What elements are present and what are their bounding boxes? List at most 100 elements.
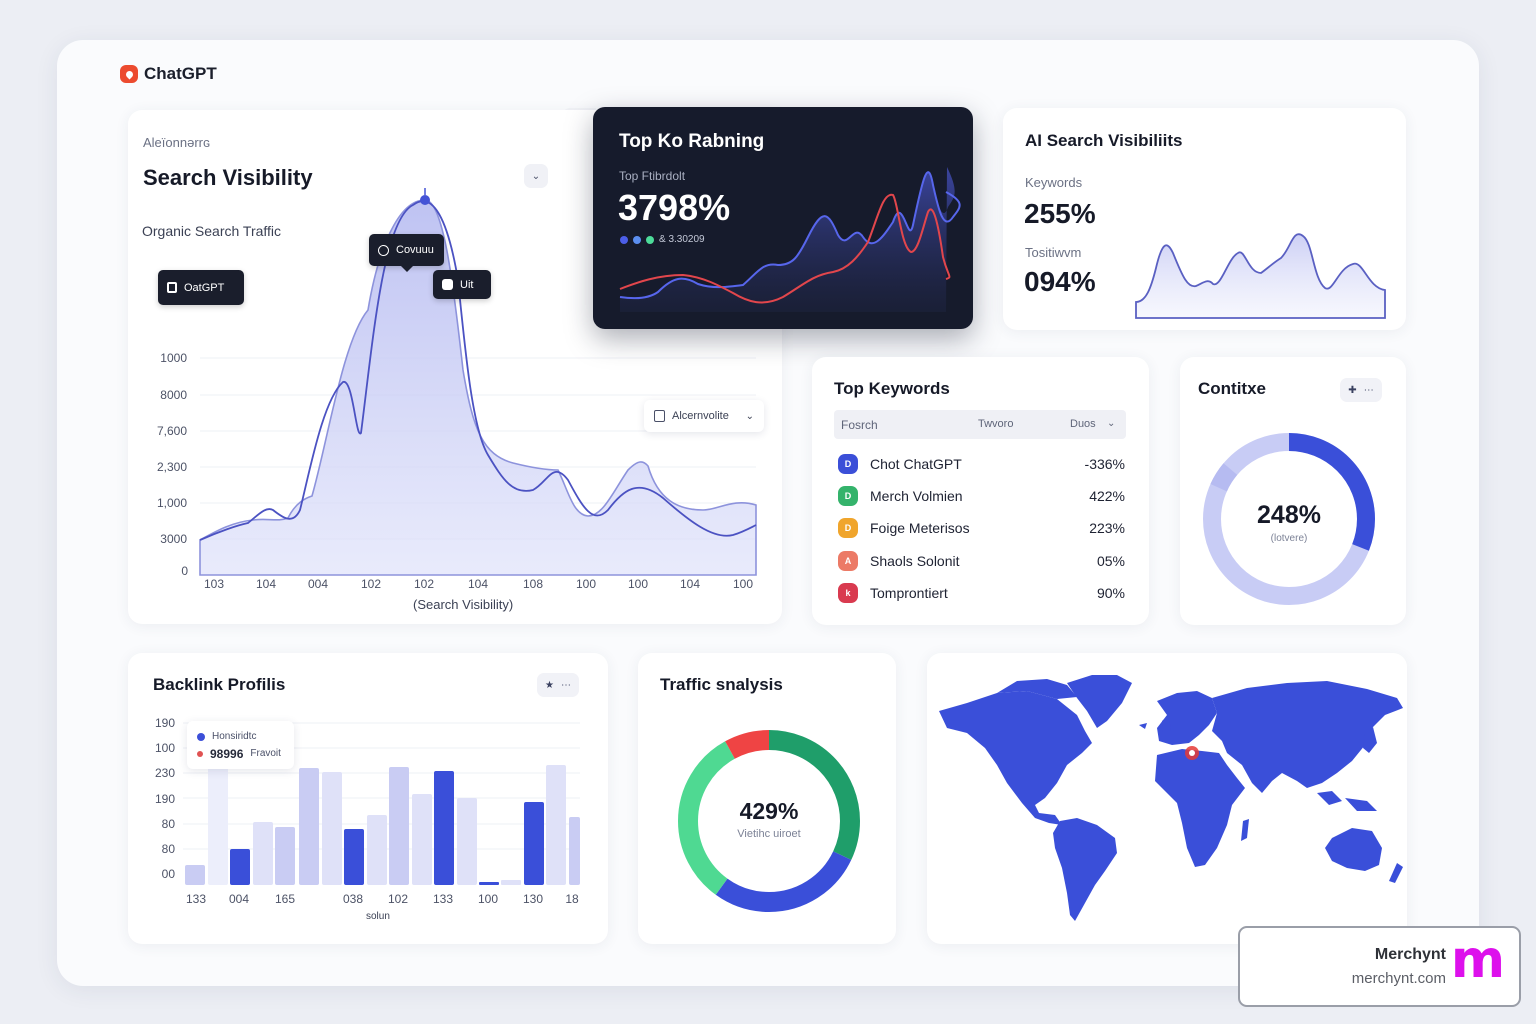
keyword-icon: D bbox=[838, 486, 858, 506]
legend-text: & 3.30209 bbox=[659, 234, 705, 245]
y-tick: 100 bbox=[154, 741, 175, 755]
keyword-icon: D bbox=[838, 454, 858, 474]
metric-label: Tositiwvm bbox=[1025, 245, 1082, 260]
card-actions: ★ ⋯ bbox=[537, 673, 579, 697]
y-tick: 190 bbox=[154, 792, 175, 806]
area-chart bbox=[199, 188, 757, 576]
x-tick: 004 bbox=[307, 577, 329, 591]
tooltip-label: OatGPT bbox=[184, 281, 225, 294]
ranking-value: 3798% bbox=[618, 187, 731, 228]
table-row[interactable]: A Shaols Solonit 05% bbox=[838, 548, 1125, 574]
chart-legend: Honsiridtc 98996 Fravoit bbox=[187, 721, 294, 769]
sparkline-chart bbox=[1135, 233, 1386, 319]
keyword-name: Shaols Solonit bbox=[870, 553, 960, 569]
card-title: AI Search Visibiliits bbox=[1025, 131, 1183, 150]
donut-value: 429% bbox=[739, 798, 799, 824]
keyword-icon: k bbox=[838, 583, 858, 603]
x-tick: 100 bbox=[575, 577, 597, 591]
x-tick: 133 bbox=[432, 892, 454, 906]
series-select[interactable]: Alcernvolite ⌄ bbox=[644, 400, 764, 432]
y-tick: 80 bbox=[161, 817, 175, 831]
donut-center: 429% Vietihc uiroet bbox=[719, 798, 819, 840]
column-header[interactable]: Twvoro bbox=[978, 418, 1014, 430]
legend-dot bbox=[646, 235, 654, 244]
table-row[interactable]: D Foige Meterisos 223% bbox=[838, 515, 1125, 541]
table-row[interactable]: k Tomprontiert 90% bbox=[838, 580, 1125, 606]
donut-value: 248% bbox=[1257, 501, 1321, 529]
top-ranking-card: Top Ko Rabning Top Ftibrdolt 3798% & 3.3… bbox=[593, 107, 973, 329]
card-title: Traffic snalysis bbox=[660, 675, 783, 694]
pin-icon[interactable]: ★ bbox=[545, 679, 554, 691]
y-tick: 1,000 bbox=[156, 496, 187, 510]
card-title: Contitxe bbox=[1198, 379, 1266, 398]
x-tick: 100 bbox=[477, 892, 499, 906]
y-tick: 7,600 bbox=[156, 424, 187, 438]
keyword-name: Merch Volmien bbox=[870, 488, 963, 504]
y-tick: 2,300 bbox=[156, 460, 187, 474]
column-header[interactable]: Fosrch bbox=[841, 418, 878, 432]
table-row[interactable]: D Chot ChatGPT -336% bbox=[838, 451, 1125, 477]
merchynt-badge[interactable]: Merchynt merchynt.com m bbox=[1238, 926, 1521, 1007]
brand[interactable]: ChatGPT bbox=[120, 64, 217, 84]
x-tick: 100 bbox=[732, 577, 754, 591]
merchynt-url[interactable]: merchynt.com bbox=[1351, 970, 1446, 987]
keyword-name: Chot ChatGPT bbox=[870, 456, 962, 472]
x-axis-title: solun bbox=[366, 911, 390, 922]
merchynt-name: Merchynt bbox=[1374, 946, 1446, 963]
keyword-value: 223% bbox=[1089, 520, 1125, 536]
x-tick: 104 bbox=[467, 577, 489, 591]
y-tick: 0 bbox=[181, 564, 188, 578]
card-title: Backlink Profilis bbox=[153, 675, 286, 694]
ai-search-visibility-card: AI Search Visibiliits Keywords 255% Tosi… bbox=[1003, 108, 1406, 330]
donut-label: Vietihc uiroet bbox=[737, 828, 801, 840]
table-header: Fosrch Twvoro Duos ⌄ bbox=[834, 410, 1126, 439]
legend: & 3.30209 bbox=[620, 234, 705, 245]
x-tick: 102 bbox=[413, 577, 435, 591]
legend-label: Honsiridtc bbox=[212, 731, 257, 742]
table-row[interactable]: D Merch Volmien 422% bbox=[838, 483, 1125, 509]
tooltip-label: Covuuu bbox=[396, 244, 434, 256]
y-tick: 190 bbox=[154, 716, 175, 730]
chevron-down-icon[interactable]: ⌄ bbox=[1107, 418, 1116, 429]
top-keywords-card: Top Keywords Fosrch Twvoro Duos ⌄ D Chot… bbox=[812, 357, 1149, 625]
metric-label: Keywords bbox=[1025, 175, 1083, 190]
card-subtitle: Organic Search Traffic bbox=[142, 223, 282, 239]
x-tick: 103 bbox=[203, 577, 225, 591]
legend-value: 98996 bbox=[210, 746, 244, 761]
document-icon bbox=[654, 410, 665, 422]
x-tick: 104 bbox=[255, 577, 277, 591]
play-icon bbox=[442, 279, 453, 290]
x-tick: 133 bbox=[185, 892, 207, 906]
x-tick: 130 bbox=[522, 892, 544, 906]
tooltip-covuuu: Covuuu bbox=[369, 234, 444, 272]
merchynt-logo: m bbox=[1450, 930, 1505, 990]
legend-dot bbox=[633, 235, 641, 244]
keyword-value: 05% bbox=[1096, 553, 1125, 569]
more-icon[interactable]: ⋯ bbox=[1363, 384, 1374, 396]
keyword-value: 90% bbox=[1096, 585, 1125, 601]
keyword-name: Tomprontiert bbox=[870, 585, 948, 601]
card-title: Top Keywords bbox=[834, 379, 950, 398]
document-icon bbox=[167, 282, 177, 293]
x-tick: 100 bbox=[627, 577, 649, 591]
x-tick: 038 bbox=[342, 892, 364, 906]
y-tick: 230 bbox=[154, 766, 175, 780]
donut-chart bbox=[678, 730, 860, 912]
line-chart bbox=[619, 167, 961, 312]
more-icon[interactable]: ⋯ bbox=[560, 679, 571, 691]
world-map[interactable] bbox=[927, 653, 1407, 944]
tooltip-chatgpt: OatGPT bbox=[158, 270, 244, 305]
x-axis-title: (Search Visibility) bbox=[413, 597, 514, 612]
donut-chart bbox=[1203, 433, 1375, 605]
keyword-value: 422% bbox=[1089, 488, 1125, 504]
x-tick: 102 bbox=[360, 577, 382, 591]
y-tick: 8000 bbox=[160, 388, 187, 402]
legend-item: Honsiridtc bbox=[197, 728, 284, 745]
world-map-card bbox=[927, 653, 1407, 944]
card-title: Top Ko Rabning bbox=[619, 131, 765, 152]
chevron-down-icon[interactable]: ⌄ bbox=[524, 164, 548, 188]
move-icon[interactable]: ✚ bbox=[1348, 384, 1357, 396]
metric-value: 255% bbox=[1024, 198, 1096, 229]
column-header[interactable]: Duos bbox=[1070, 418, 1096, 430]
legend-item: 98996 Fravoit bbox=[197, 745, 284, 762]
